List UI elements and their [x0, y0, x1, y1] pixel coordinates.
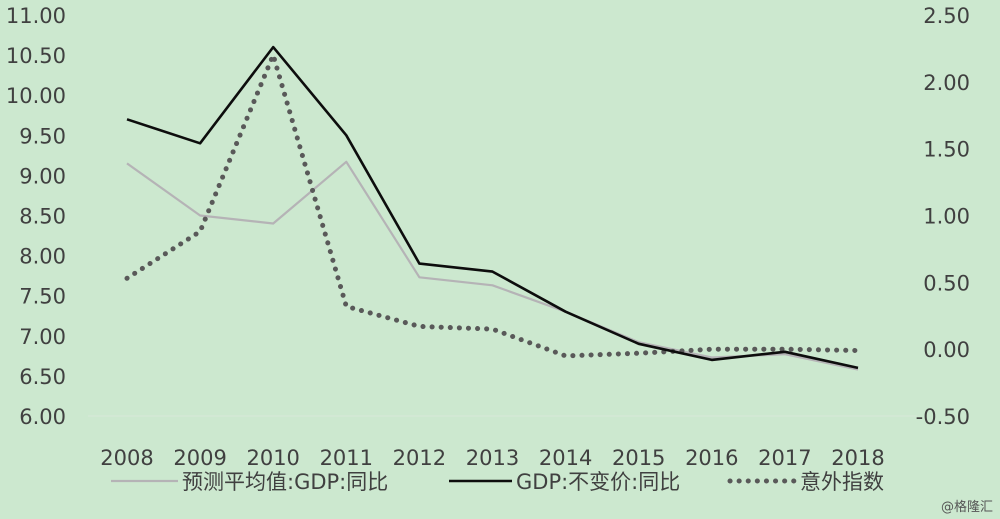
x-tick-label: 2009 [173, 446, 226, 470]
legend-label: 预测平均值:GDP:同比 [182, 470, 388, 494]
y-left-tick-label: 10.50 [6, 44, 66, 68]
y-right-tick-label: 2.00 [923, 71, 970, 95]
axis-layer: 6.00 6.50 7.00 7.50 8.00 8.50 9.00 9.50 10.00 10.… [6, 4, 970, 470]
y-left-tick-label: 9.50 [19, 124, 66, 148]
x-tick-label: 2018 [831, 446, 884, 470]
x-tick-label: 2008 [100, 446, 153, 470]
series-layer [124, 45, 861, 371]
y-left-tick-label: 8.00 [19, 245, 66, 269]
y-right-tick-label: 0.50 [923, 271, 970, 295]
legend-label: 意外指数 [800, 470, 884, 494]
y-right-tick-label: 0.00 [923, 338, 970, 362]
y-left-tick-label: 6.00 [19, 405, 66, 429]
x-tick-label: 2013 [466, 446, 519, 470]
x-tick-label: 2010 [246, 446, 299, 470]
y-right-tick-label: -0.50 [916, 405, 970, 429]
y-right-tick-label: 1.00 [923, 205, 970, 229]
legend: 预测平均值:GDP:同比 GDP:不变价:同比 意外指数 [111, 470, 884, 494]
y-left-tick-label: 11.00 [6, 4, 66, 28]
x-tick-label: 2016 [685, 446, 738, 470]
y-right-tick-label: 1.50 [923, 138, 970, 162]
x-tick-label: 2017 [758, 446, 811, 470]
watermark-text: @格隆汇 [941, 499, 993, 515]
x-tick-label: 2014 [539, 446, 592, 470]
series-line-2 [124, 52, 861, 359]
y-left-tick-label: 7.50 [19, 285, 66, 309]
y-left-tick-label: 7.00 [19, 325, 66, 349]
x-tick-label: 2011 [320, 446, 373, 470]
y-left-tick-label: 9.00 [19, 164, 66, 188]
y-left-tick-label: 10.00 [6, 84, 66, 108]
series-line-1 [126, 45, 859, 370]
legend-label: GDP:不变价:同比 [516, 470, 680, 494]
y-left-tick-label: 6.50 [19, 365, 66, 389]
y-right-tick-label: 2.50 [923, 4, 970, 28]
x-tick-label: 2015 [612, 446, 665, 470]
y-left-tick-label: 8.50 [19, 205, 66, 229]
x-tick-label: 2012 [393, 446, 446, 470]
series-line-0 [126, 160, 859, 371]
